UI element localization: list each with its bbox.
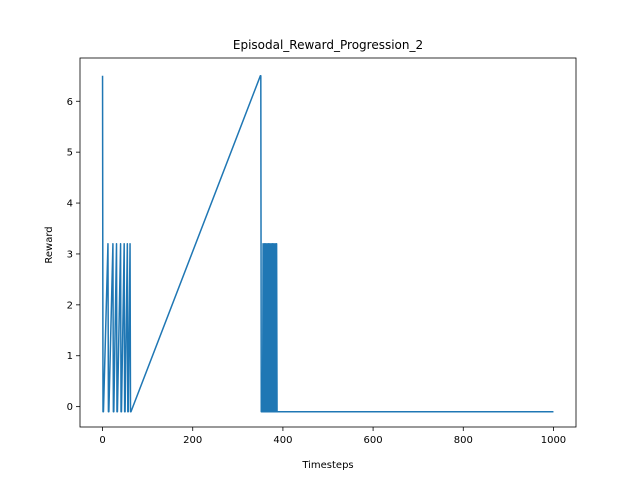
y-tick-label: 5 [67, 148, 73, 159]
y-axis-ticks: 0 1 2 3 4 5 6 [67, 97, 80, 413]
y-tick-label: 4 [67, 199, 73, 210]
y-tick-label: 3 [67, 249, 73, 260]
x-axis-ticks: 0 200 400 600 800 1000 [99, 427, 566, 446]
x-tick-label: 400 [273, 435, 292, 446]
series-line-0 [101, 75, 554, 413]
x-tick-label: 800 [454, 435, 473, 446]
x-tick-label: 600 [364, 435, 383, 446]
plot-area [79, 57, 577, 428]
y-tick-label: 1 [67, 351, 73, 362]
y-axis-label: Reward [44, 226, 55, 263]
y-tick-label: 6 [67, 97, 73, 108]
x-tick-label: 0 [99, 435, 105, 446]
x-tick-label: 1000 [541, 435, 566, 446]
chart-title: Episodal_Reward_Progression_2 [233, 38, 423, 52]
axes-frame [79, 57, 577, 428]
y-tick-label: 0 [67, 402, 73, 413]
y-tick-label: 2 [67, 300, 73, 311]
x-axis-label: Timesteps [301, 460, 353, 471]
x-tick-label: 200 [183, 435, 202, 446]
